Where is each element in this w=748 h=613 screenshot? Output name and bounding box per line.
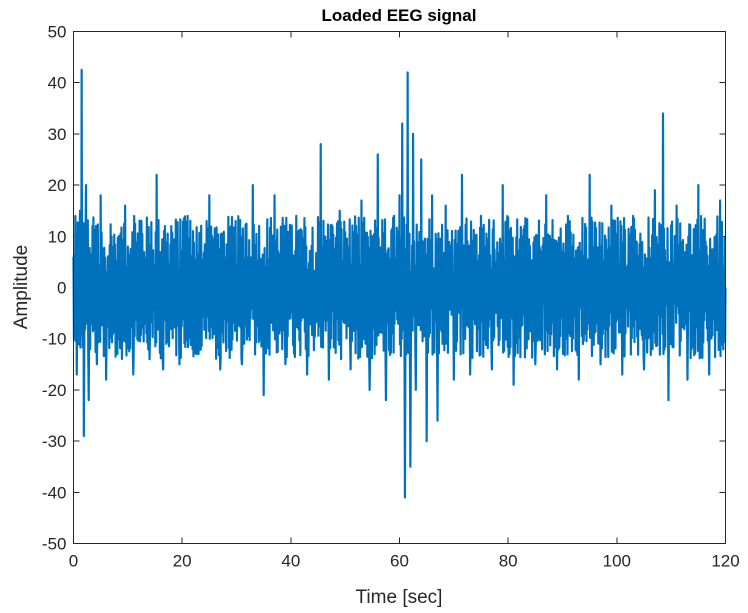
y-tick-label: -10 (42, 330, 67, 349)
x-tick-label: 40 (281, 552, 300, 571)
axis-ticks: 0 20 40 60 80 100 120 -50 -40 -30 -20 -10 0 10 20 30 40 5… (42, 23, 740, 571)
x-tick-label: 60 (390, 552, 409, 571)
axes-box (73, 31, 726, 544)
x-tick-label: 100 (603, 552, 631, 571)
x-tick-label: 20 (173, 552, 192, 571)
plot-area (72, 68, 727, 499)
chart-title: Loaded EEG signal (322, 6, 477, 25)
y-tick-label: -50 (42, 535, 67, 554)
y-tick-label: 10 (48, 227, 67, 246)
eeg-series-line (72, 68, 727, 499)
y-tick-label: -20 (42, 381, 67, 400)
y-axis-label: Amplitude (11, 245, 32, 330)
y-tick-label: -30 (42, 432, 67, 451)
y-tick-label: 30 (48, 125, 67, 144)
y-tick-label: 40 (48, 74, 67, 93)
x-tick-label: 120 (711, 552, 739, 571)
y-tick-label: 50 (48, 23, 67, 42)
x-axis-label: Time [sec] (356, 587, 443, 608)
y-tick-label: 0 (57, 279, 66, 298)
x-tick-label: 0 (69, 552, 78, 571)
y-tick-label: -40 (42, 483, 67, 502)
y-tick-label: 20 (48, 176, 67, 195)
x-tick-label: 80 (499, 552, 518, 571)
